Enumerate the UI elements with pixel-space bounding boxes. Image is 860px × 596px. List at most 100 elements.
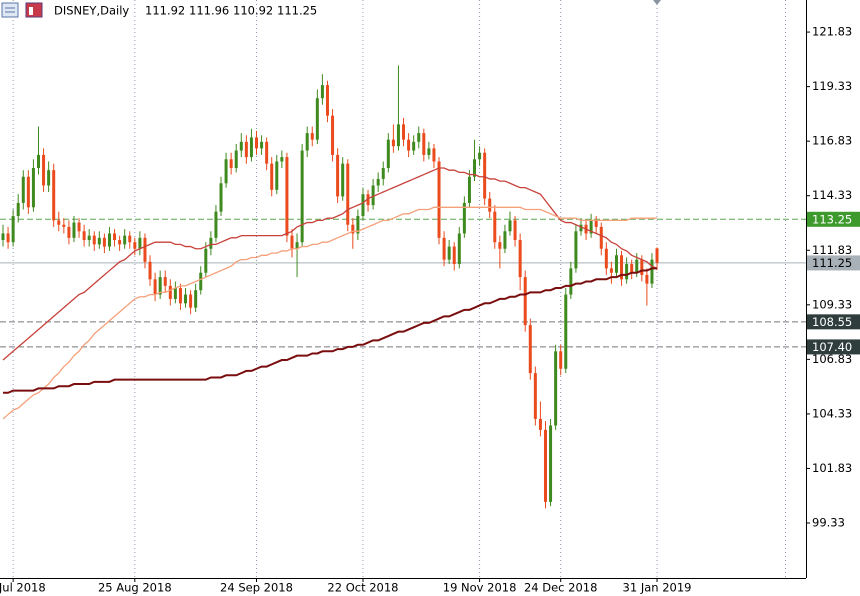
candle-body (47, 170, 51, 186)
candle-body (609, 268, 613, 273)
candle-body (356, 216, 360, 234)
header-high: 111.96 (189, 4, 229, 18)
candle-body (559, 351, 563, 369)
plot-marks (1, 65, 659, 509)
y-tick-label: 106.83 (812, 352, 852, 366)
candle-body (396, 124, 400, 147)
candle-body (310, 133, 314, 140)
candle-body (473, 159, 477, 177)
icon-window (1, 2, 19, 18)
candle-body (655, 248, 659, 263)
y-tick-label: 119.33 (812, 79, 852, 93)
candle-body (604, 248, 608, 269)
candle-body (255, 137, 258, 149)
candle-body (569, 268, 573, 295)
candle-body (16, 202, 20, 217)
candle-body (589, 220, 593, 234)
candle-body (163, 277, 167, 286)
icon-chart (25, 2, 43, 18)
candle-body (67, 226, 71, 238)
candle-body (462, 202, 466, 234)
candle-body (102, 237, 106, 247)
candle-body (361, 194, 365, 217)
candle-body (483, 152, 487, 199)
candle-body (417, 133, 421, 142)
candle-body (640, 259, 644, 275)
candle-body (82, 231, 86, 241)
moving-average-line (2, 167, 658, 361)
x-tick-label: 31 Jan 2019 (623, 581, 692, 595)
candle-body (249, 137, 253, 158)
price-level-box (807, 314, 860, 330)
candle-body (574, 231, 578, 269)
price-level-label: 108.55 (812, 315, 852, 329)
candle-body (341, 163, 345, 197)
symbol: DISNEY,Daily (54, 4, 129, 18)
candle-body (549, 425, 553, 502)
plot-under (0, 0, 806, 578)
y-tick-label: 114.33 (812, 188, 852, 202)
candle-body (538, 418, 542, 430)
candle-body (493, 211, 497, 243)
candle-body (635, 259, 639, 273)
candle-body (189, 294, 193, 308)
moving-average-line (2, 206, 658, 420)
candle-body (21, 176, 25, 203)
y-tick-label: 101.83 (812, 461, 852, 475)
candle-body (133, 242, 137, 249)
x-tick-label: 28 Jul 2018 (0, 581, 46, 595)
y-tick-label: 111.83 (812, 243, 852, 257)
header-close: 111.25 (277, 4, 317, 18)
candle-body (260, 141, 264, 149)
candle-body (199, 272, 203, 291)
price-level-label: 113.25 (812, 212, 852, 226)
candle-body (645, 274, 649, 284)
candle-body (523, 277, 527, 326)
x-tick-label: 22 Oct 2018 (327, 581, 398, 595)
candle-body (36, 154, 40, 169)
candle-body (442, 237, 446, 260)
candle-body (113, 233, 117, 241)
candle-body (336, 154, 340, 197)
candle-body (107, 233, 111, 247)
candle-body (533, 373, 537, 419)
price-level-box (807, 211, 860, 227)
candle-body (92, 235, 96, 245)
y-tick-label: 116.83 (812, 134, 852, 148)
icon-bar (29, 7, 33, 15)
candle-body (178, 288, 182, 304)
candle-body (376, 178, 380, 186)
candle-body (290, 235, 294, 249)
candle-body (153, 279, 157, 295)
candle-body (234, 150, 238, 169)
candle-body (97, 237, 101, 245)
candle-body (457, 233, 461, 265)
candle-body (244, 141, 248, 158)
x-tick-label: 19 Nov 2018 (443, 581, 517, 595)
candle-body (6, 233, 10, 243)
candle-body (52, 170, 56, 221)
candle-body (138, 237, 142, 249)
candle-body (366, 194, 370, 206)
candle-body (184, 294, 188, 304)
candle-body (280, 157, 284, 162)
candle-body (300, 150, 304, 243)
candle-body (11, 216, 15, 243)
candle-body (239, 141, 243, 151)
shift-marker (653, 0, 661, 5)
candle-body (62, 224, 66, 227)
candle-body (315, 98, 319, 140)
candle-body (351, 224, 355, 234)
candle-body (488, 198, 492, 212)
candle-body (31, 168, 35, 208)
x-tick-label: 25 Aug 2018 (98, 581, 172, 595)
candle-body (513, 220, 517, 241)
candle-body (77, 222, 81, 232)
candle-body (579, 224, 583, 232)
candle-body (275, 161, 279, 190)
candle-body (148, 261, 152, 280)
y-tick-label: 109.33 (812, 297, 852, 311)
candle-body (614, 255, 618, 273)
candle-body (346, 163, 350, 225)
